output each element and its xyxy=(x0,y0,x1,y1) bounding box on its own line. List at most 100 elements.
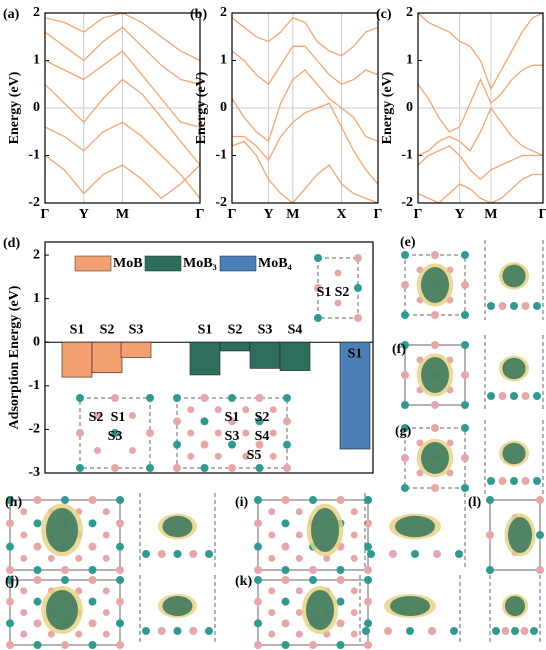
atom xyxy=(269,406,277,414)
y-tick-label: 0 xyxy=(33,334,40,349)
atom xyxy=(510,302,518,310)
atom xyxy=(281,519,290,528)
y-tick-label: -1 xyxy=(28,148,40,163)
atom xyxy=(364,542,372,551)
atom xyxy=(281,597,290,606)
atom xyxy=(431,401,439,409)
atom xyxy=(283,417,291,426)
atom xyxy=(173,394,181,402)
atom xyxy=(281,496,290,504)
x-tick-label: Γ xyxy=(41,207,50,222)
atom xyxy=(20,630,28,638)
atom xyxy=(129,447,136,454)
atom xyxy=(268,554,276,562)
atom xyxy=(200,440,209,449)
atom xyxy=(350,609,358,616)
chart-label: (d) xyxy=(3,236,20,251)
atom xyxy=(336,641,345,649)
atom xyxy=(364,641,372,649)
atom xyxy=(334,299,342,307)
atom xyxy=(111,429,119,437)
atom xyxy=(33,597,42,606)
atom xyxy=(336,496,345,504)
site-label: S2 xyxy=(89,410,104,425)
band-line xyxy=(417,106,544,157)
y-tick-label: 1 xyxy=(220,53,227,68)
atom xyxy=(487,477,495,485)
atom xyxy=(189,627,198,635)
atom xyxy=(94,412,101,419)
atom xyxy=(268,587,276,595)
atom xyxy=(214,406,222,414)
panel-label: (i) xyxy=(235,495,249,510)
legend-swatch xyxy=(219,255,257,272)
y-tick-label: -1 xyxy=(28,378,40,393)
atom xyxy=(255,464,264,472)
plot-frame xyxy=(231,12,379,204)
x-tick-label: M xyxy=(116,207,129,222)
atom xyxy=(6,576,14,584)
atom xyxy=(461,251,469,259)
atom xyxy=(401,341,409,349)
atom xyxy=(431,251,439,259)
band-line xyxy=(44,121,201,199)
site-label: S3 xyxy=(225,429,240,444)
atom xyxy=(487,392,495,400)
atom xyxy=(533,477,541,485)
category-label: S2 xyxy=(228,322,243,337)
band-line xyxy=(231,17,379,57)
atom xyxy=(295,609,303,616)
site-label: S2 xyxy=(255,410,270,425)
atom xyxy=(75,630,83,638)
atom xyxy=(88,641,97,649)
atom xyxy=(33,519,42,528)
density-green xyxy=(46,508,78,552)
atom xyxy=(242,429,250,437)
y-axis-label: Adsorption Energy (eV) xyxy=(7,285,22,429)
atom xyxy=(350,587,358,595)
atom xyxy=(309,496,317,504)
atom xyxy=(350,531,358,539)
atom xyxy=(205,627,213,635)
y-tick-label: 2 xyxy=(406,5,413,20)
plot-frame xyxy=(44,241,374,474)
chart-label: (a) xyxy=(3,7,20,22)
atom xyxy=(461,424,469,432)
category-label: S4 xyxy=(288,322,303,337)
site-label: S1 xyxy=(317,285,332,300)
atom xyxy=(401,424,409,432)
atom xyxy=(61,496,69,504)
atom xyxy=(521,392,530,400)
atom xyxy=(309,641,317,649)
atom xyxy=(283,394,291,402)
atom xyxy=(354,254,362,262)
atom xyxy=(309,566,317,574)
panel-label: (k) xyxy=(235,574,252,589)
category-label: S2 xyxy=(100,322,115,337)
atom xyxy=(254,597,262,606)
band-line xyxy=(231,69,379,143)
atom xyxy=(431,311,439,319)
atom xyxy=(433,550,441,558)
y-tick-label: 0 xyxy=(220,100,227,115)
atom xyxy=(142,627,150,635)
atom xyxy=(314,314,322,322)
atom xyxy=(200,464,209,472)
atom xyxy=(367,550,375,558)
atom xyxy=(446,469,454,477)
atom xyxy=(254,519,262,528)
atom xyxy=(350,508,358,516)
atom xyxy=(309,576,317,584)
atom xyxy=(511,627,519,635)
atom xyxy=(455,550,463,558)
y-tick-label: -2 xyxy=(215,195,227,210)
atom xyxy=(411,550,419,558)
legend-label: MoB xyxy=(113,256,143,271)
y-tick-label: 0 xyxy=(33,100,40,115)
atom xyxy=(146,464,154,472)
category-label: S3 xyxy=(258,322,273,337)
atom xyxy=(362,627,370,635)
atom xyxy=(129,412,136,419)
band-line xyxy=(232,102,379,185)
